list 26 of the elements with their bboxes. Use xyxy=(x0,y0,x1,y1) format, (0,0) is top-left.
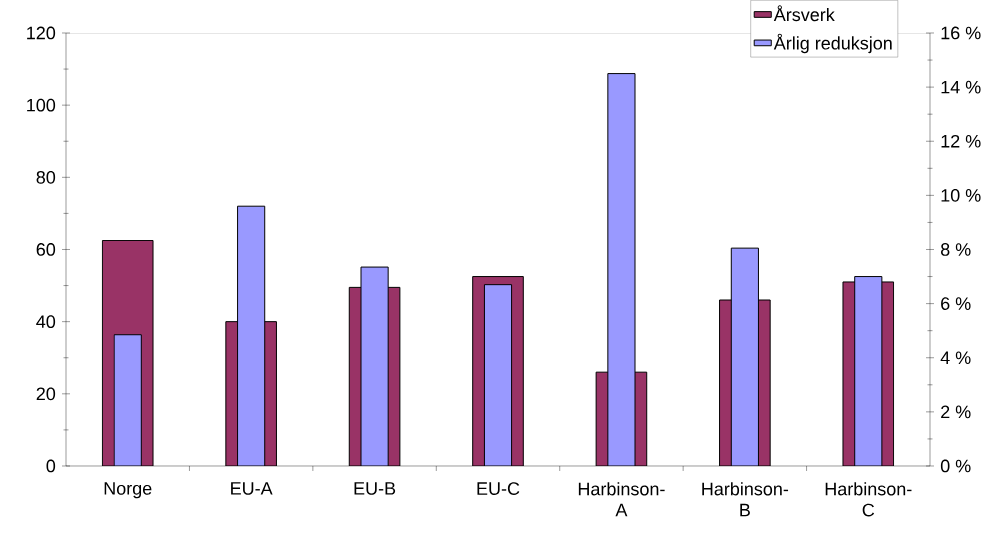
y2-tick-label: 14 % xyxy=(941,80,981,94)
y2-tick-label: 0 % xyxy=(940,459,971,473)
y-tick-label: 100 xyxy=(27,98,56,112)
y-tick-label: 20 xyxy=(36,387,56,401)
y2-tick-label: 2 % xyxy=(941,405,971,419)
legend-label: Årsverk xyxy=(773,5,835,22)
y-tick-label: 120 xyxy=(27,26,56,40)
y2-tick-label: 8 % xyxy=(940,243,971,256)
x-tick-label: EU-A xyxy=(231,482,273,495)
x-tick-label: EU-B xyxy=(354,482,396,495)
y-tick-label: 40 xyxy=(36,315,56,329)
x-tick-label: EU-C xyxy=(477,482,520,495)
y2-tick-label: 12 % xyxy=(941,134,981,148)
x-tick-label: Norge xyxy=(104,482,152,499)
y-tick-label: 60 xyxy=(36,243,56,256)
legend-label: Årlig reduksjon xyxy=(773,33,892,54)
y-tick-label: 80 xyxy=(36,170,56,184)
y2-tick-label: 10 % xyxy=(941,188,981,202)
x-tick-label: Harbinson-C xyxy=(825,482,912,517)
y2-tick-label: 4 % xyxy=(940,351,971,365)
x-tick-label: Harbinson-B xyxy=(702,482,789,517)
y2-tick-label: 16 % xyxy=(941,26,981,40)
y2-tick-label: 6 % xyxy=(941,297,971,310)
y-tick-label: 0 xyxy=(46,459,56,473)
bar xyxy=(113,334,142,466)
x-tick-label: Harbinson-A xyxy=(578,482,665,517)
